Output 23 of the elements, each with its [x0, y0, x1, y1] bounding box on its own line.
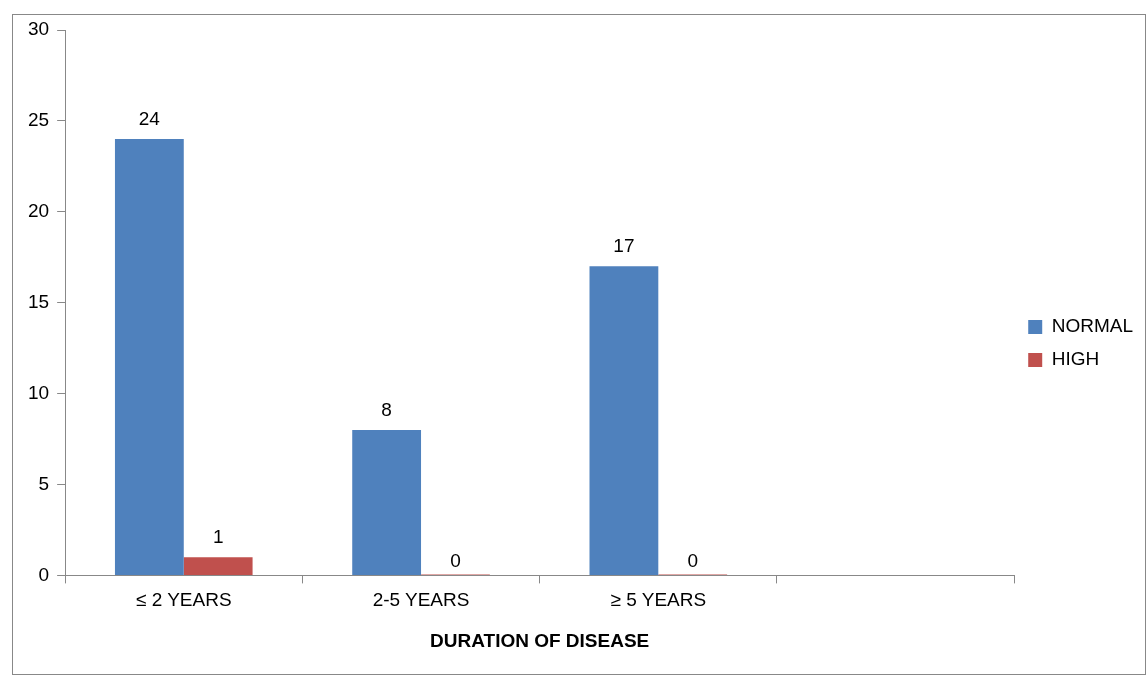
- bar: [589, 266, 659, 575]
- y-tick-label: 5: [38, 472, 50, 494]
- y-tick-label: 25: [27, 109, 50, 131]
- data-label: 0: [450, 550, 461, 572]
- y-tick-label: 10: [27, 381, 50, 403]
- x-axis-title: DURATION OF DISEASE: [430, 629, 650, 651]
- bar: [183, 557, 253, 575]
- x-tick-label: ≤ 2 YEARS: [135, 589, 232, 611]
- y-tick-label: 20: [27, 200, 50, 222]
- data-label: 1: [212, 525, 224, 547]
- y-tick-label: 0: [38, 563, 50, 585]
- y-tick-label: 15: [27, 290, 50, 312]
- y-tick-label: 30: [27, 18, 50, 40]
- bar: [114, 139, 184, 575]
- data-label: 0: [687, 550, 698, 572]
- legend-label: NORMAL: [1051, 315, 1134, 337]
- legend-label: HIGH: [1051, 348, 1100, 370]
- data-label: 24: [138, 107, 161, 129]
- data-label: 8: [381, 398, 392, 420]
- data-label: 17: [613, 235, 635, 257]
- x-tick-label: 2-5 YEARS: [372, 589, 470, 611]
- x-tick-label: ≥ 5 YEARS: [610, 589, 707, 611]
- bar: [352, 429, 422, 575]
